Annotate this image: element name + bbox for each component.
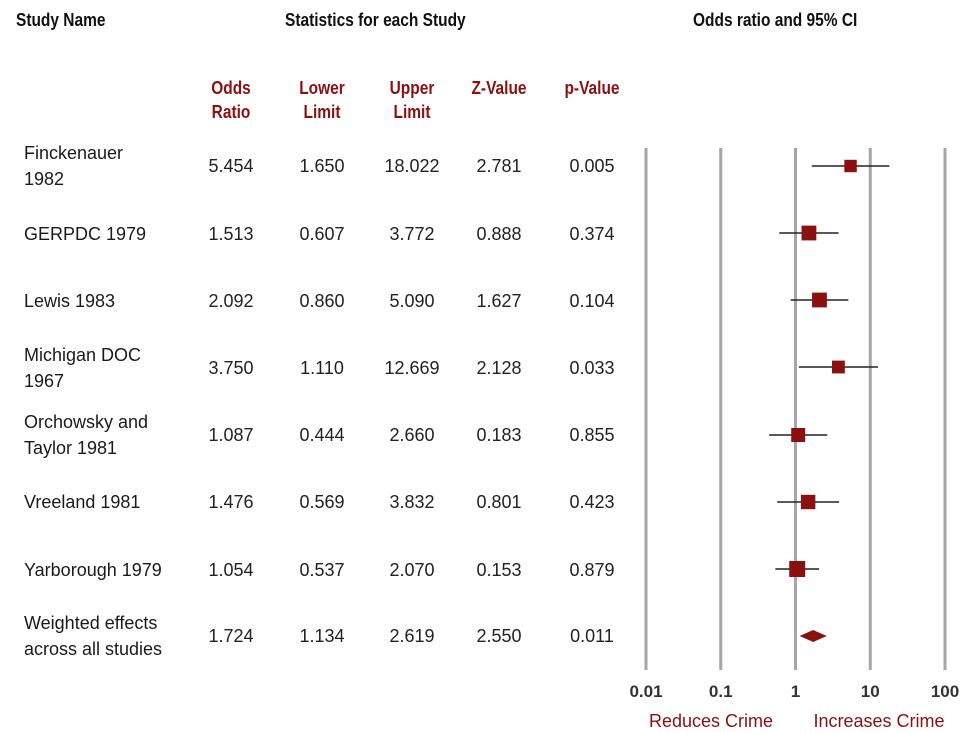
lower-limit-cell: 0.537 (299, 559, 345, 580)
effect-marker (801, 225, 817, 241)
lower-limit-column-header: Lower Limit (299, 78, 345, 122)
study-name-cell: Michigan DOC 1967 (24, 345, 142, 391)
effect-marker (791, 428, 806, 442)
study-name-cell: Vreeland 1981 (24, 492, 141, 512)
study-name-header: Study Name (16, 10, 106, 30)
summary-diamond (799, 630, 827, 642)
odds-ratio-cell: 1.054 (208, 559, 254, 580)
z-value-cell: 2.550 (476, 625, 522, 646)
study-row: Yarborough 1979 1.054 0.537 2.070 0.153 0.879 (0, 540, 640, 600)
odds-ratio-cell: 1.513 (208, 223, 254, 244)
odds-ratio-cell: 1.087 (208, 424, 254, 445)
study-row: GERPDC 1979 1.513 0.607 3.772 0.888 0.374 (0, 204, 640, 264)
upper-limit-cell: 18.022 (384, 155, 440, 176)
odds-ratio-cell: 1.724 (208, 625, 254, 646)
z-value-cell: 0.801 (476, 491, 522, 512)
upper-limit-cell: 12.669 (384, 357, 440, 378)
upper-limit-cell: 2.619 (389, 625, 435, 646)
upper-limit-cell: 2.070 (389, 559, 435, 580)
z-value-cell: 2.128 (476, 357, 522, 378)
x-tick-label: 10 (861, 682, 880, 701)
plot-title: Odds ratio and 95% CI (693, 10, 858, 30)
lower-limit-cell: 0.444 (299, 424, 345, 445)
odds-ratio-cell: 1.476 (208, 491, 254, 512)
p-value-cell: 0.879 (569, 559, 615, 580)
odds-ratio-cell: 5.454 (208, 155, 254, 176)
p-value-cell: 0.104 (569, 290, 615, 311)
study-row: Finckenauer 1982 5.454 1.650 18.022 2.781 0.0… (0, 136, 640, 196)
z-value-column-header: Z-Value (471, 78, 527, 98)
x-tick-label: 0.1 (709, 682, 733, 701)
upper-limit-cell: 3.832 (389, 491, 435, 512)
upper-limit-cell: 3.772 (389, 223, 435, 244)
upper-limit-cell: 2.660 (389, 424, 435, 445)
study-row: Michigan DOC 1967 3.750 1.110 12.669 2.128 0.… (0, 338, 640, 398)
x-tick-label: 100 (931, 682, 959, 701)
lower-limit-cell: 0.607 (299, 223, 345, 244)
p-value-column-header: p-Value (564, 78, 620, 98)
lower-limit-cell: 0.569 (299, 491, 345, 512)
z-value-cell: 0.153 (476, 559, 522, 580)
p-value-cell: 0.374 (569, 223, 615, 244)
effect-marker (832, 360, 845, 374)
study-row: Lewis 1983 2.092 0.860 5.090 1.627 0.104 (0, 271, 640, 331)
odds-ratio-column-header: Odds Ratio (211, 78, 251, 122)
p-value-cell: 0.855 (569, 424, 615, 445)
effect-marker (789, 561, 806, 577)
reduces-crime-label: Reduces Crime (649, 711, 773, 731)
z-value-cell: 0.888 (476, 223, 522, 244)
increases-crime-label: Increases Crime (813, 711, 944, 731)
x-tick-label: 1 (791, 682, 800, 701)
z-value-cell: 2.781 (476, 155, 522, 176)
effect-marker (812, 292, 827, 308)
lower-limit-cell: 1.110 (300, 357, 344, 378)
p-value-cell: 0.011 (570, 625, 614, 646)
effect-marker (844, 159, 857, 173)
study-name-cell: Finckenauer 1982 (24, 143, 124, 189)
z-value-cell: 0.183 (476, 424, 522, 445)
lower-limit-cell: 0.860 (299, 290, 345, 311)
x-tick-label: 0.01 (629, 682, 662, 701)
lower-limit-cell: 1.134 (299, 625, 345, 646)
study-name-cell: GERPDC 1979 (24, 224, 147, 244)
study-name-cell: Orchowsky and Taylor 1981 (24, 412, 149, 458)
upper-limit-column-header: Upper Limit (389, 78, 435, 122)
study-row: Vreeland 1981 1.476 0.569 3.832 0.801 0.423 (0, 472, 640, 532)
odds-ratio-cell: 2.092 (208, 290, 254, 311)
odds-ratio-cell: 3.750 (208, 357, 254, 378)
study-row: Orchowsky and Taylor 1981 1.087 0.444 2.660… (0, 405, 640, 465)
study-name-cell: Weighted effects across all studies (24, 613, 163, 659)
p-value-cell: 0.033 (569, 357, 615, 378)
p-value-cell: 0.423 (569, 491, 615, 512)
upper-limit-cell: 5.090 (389, 290, 435, 311)
study-name-cell: Lewis 1983 (24, 291, 116, 311)
z-value-cell: 1.627 (476, 290, 522, 311)
p-value-cell: 0.005 (569, 155, 615, 176)
summary-row: Weighted effects across all studies 1.724… (0, 606, 640, 666)
effect-marker (800, 494, 816, 510)
study-name-cell: Yarborough 1979 (24, 560, 162, 580)
statistics-header: Statistics for each Study (285, 10, 466, 30)
lower-limit-cell: 1.650 (299, 155, 345, 176)
